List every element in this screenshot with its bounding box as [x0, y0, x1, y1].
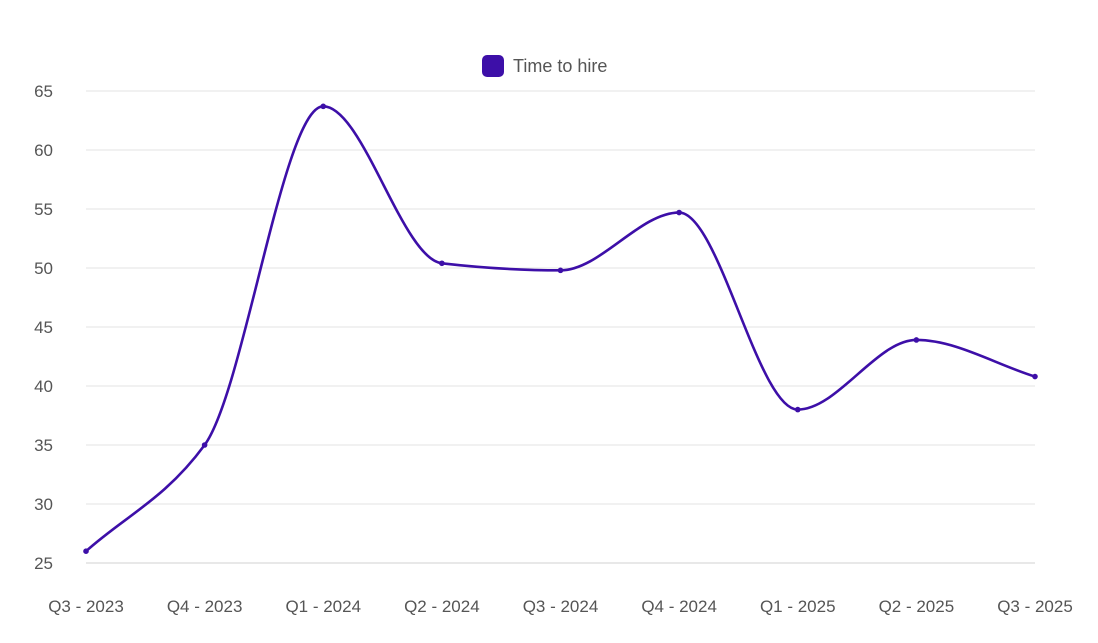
y-tick-label: 40: [34, 377, 53, 396]
y-tick-label: 35: [34, 436, 53, 455]
x-tick-label: Q4 - 2024: [641, 597, 717, 616]
data-point[interactable]: [320, 103, 327, 110]
y-tick-label: 30: [34, 495, 53, 514]
data-point[interactable]: [913, 337, 920, 343]
y-tick-label: 45: [34, 318, 53, 337]
x-tick-label: Q1 - 2024: [285, 597, 361, 616]
x-tick-label: Q1 - 2025: [760, 597, 836, 616]
y-tick-label: 50: [34, 259, 53, 278]
series-line[interactable]: [84, 105, 1037, 553]
data-point[interactable]: [83, 548, 89, 554]
data-point[interactable]: [439, 260, 445, 267]
data-point[interactable]: [557, 267, 564, 274]
y-tick-label: 55: [34, 200, 53, 219]
x-tick-label: Q3 - 2023: [48, 597, 124, 616]
y-axis-ticks: 25 30 35 40 45 50 55 60 65: [34, 82, 53, 573]
legend-swatch[interactable]: [482, 55, 504, 77]
x-axis-ticks: Q3 - 2023 Q4 - 2023 Q1 - 2024 Q2 - 2024 Q3 -…: [48, 597, 1073, 616]
x-tick-label: Q3 - 2024: [523, 597, 599, 616]
series-layer: [83, 103, 1038, 554]
x-tick-label: Q4 - 2023: [167, 597, 243, 616]
x-tick-label: Q2 - 2025: [879, 597, 955, 616]
legend-label[interactable]: Time to hire: [513, 56, 607, 76]
data-point[interactable]: [794, 406, 801, 413]
grid-lines: [86, 90, 1035, 564]
y-tick-label: 25: [34, 554, 53, 573]
y-tick-label: 60: [34, 141, 53, 160]
data-point[interactable]: [201, 442, 208, 448]
data-point[interactable]: [1032, 373, 1038, 380]
x-tick-label: Q2 - 2024: [404, 597, 480, 616]
legend[interactable]: Time to hire: [482, 55, 607, 77]
data-point[interactable]: [676, 209, 682, 216]
x-tick-label: Q3 - 2025: [997, 597, 1073, 616]
y-tick-label: 65: [34, 82, 53, 101]
